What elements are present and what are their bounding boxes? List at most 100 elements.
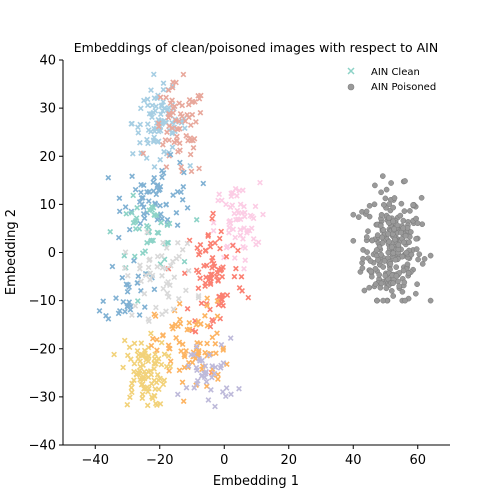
clean-point bbox=[198, 300, 205, 307]
poisoned-point bbox=[410, 202, 416, 208]
poisoned-point bbox=[400, 225, 407, 232]
clean-point bbox=[157, 94, 164, 101]
clean-point bbox=[209, 334, 216, 341]
clean-point bbox=[188, 168, 195, 175]
clean-point bbox=[219, 292, 226, 299]
clean-point bbox=[173, 255, 180, 262]
poisoned-point bbox=[374, 232, 381, 238]
clean-point bbox=[172, 117, 179, 124]
clean-point bbox=[124, 288, 131, 295]
clean-point bbox=[130, 220, 137, 226]
clean-point bbox=[204, 340, 210, 347]
clean-point bbox=[162, 137, 169, 143]
poisoned-point bbox=[390, 218, 396, 225]
poisoned-point bbox=[427, 252, 434, 259]
clean-point bbox=[195, 294, 202, 301]
legend-marker-clean bbox=[347, 67, 355, 75]
clean-point bbox=[208, 374, 215, 381]
clean-point bbox=[135, 369, 141, 376]
clean-point bbox=[180, 398, 187, 405]
poisoned-point bbox=[361, 287, 368, 294]
clean-point bbox=[223, 244, 230, 251]
clean-point bbox=[203, 274, 209, 281]
clean-point bbox=[136, 312, 143, 318]
clean-point bbox=[181, 364, 188, 371]
clean-point bbox=[131, 257, 137, 264]
clean-point bbox=[174, 391, 181, 398]
clean-point bbox=[166, 368, 172, 374]
clean-point bbox=[131, 253, 138, 260]
clean-point bbox=[169, 144, 176, 151]
clean-point bbox=[202, 349, 208, 356]
clean-point bbox=[215, 301, 222, 308]
clean-point bbox=[193, 267, 200, 274]
clean-point bbox=[197, 275, 203, 282]
poisoned-point bbox=[383, 285, 390, 292]
poisoned-point bbox=[402, 178, 408, 184]
clean-point bbox=[173, 335, 179, 341]
clean-point bbox=[239, 210, 245, 216]
clean-point bbox=[186, 319, 193, 326]
clean-point bbox=[132, 303, 139, 309]
clean-point bbox=[227, 220, 234, 227]
clean-point bbox=[183, 287, 189, 294]
poisoned-point bbox=[372, 182, 378, 189]
y-tick-label: −10 bbox=[29, 294, 56, 309]
clean-point bbox=[245, 294, 252, 301]
clean-point bbox=[138, 278, 144, 285]
clean-point bbox=[215, 277, 221, 283]
poisoned-point bbox=[416, 251, 423, 258]
poisoned-point bbox=[386, 238, 392, 245]
clean-point bbox=[116, 208, 123, 215]
clean-point bbox=[184, 326, 191, 333]
poisoned-point bbox=[408, 251, 415, 258]
poisoned-point bbox=[363, 208, 370, 215]
clean-point bbox=[252, 203, 259, 210]
clean-point bbox=[175, 323, 181, 330]
legend-item-clean: AIN Clean bbox=[347, 67, 420, 78]
poisoned-point bbox=[386, 201, 393, 207]
clean-point bbox=[141, 215, 148, 222]
poisoned-point bbox=[390, 280, 396, 287]
clean-point bbox=[187, 162, 194, 169]
clean-point bbox=[218, 300, 225, 307]
clean-point bbox=[181, 125, 188, 132]
poisoned-point bbox=[378, 189, 384, 196]
clean-point bbox=[152, 351, 159, 358]
clean-point bbox=[170, 79, 176, 86]
clean-point bbox=[214, 313, 221, 320]
clean-point bbox=[151, 95, 158, 101]
clean-point bbox=[231, 255, 238, 261]
x-axis-ticks: −40 −20 0 20 40 60 bbox=[82, 445, 426, 468]
clean-point bbox=[120, 299, 127, 305]
clean-point bbox=[141, 290, 148, 297]
clean-point bbox=[193, 119, 199, 125]
clean-point bbox=[167, 358, 174, 365]
clean-point bbox=[211, 370, 218, 377]
clean-point bbox=[167, 282, 173, 289]
clean-point bbox=[157, 156, 164, 163]
clean-point bbox=[213, 350, 219, 357]
poisoned-point bbox=[391, 236, 398, 243]
y-axis-ticks: −40 −30 −20 −10 0 10 20 30 40 bbox=[29, 54, 63, 454]
clean-point bbox=[135, 273, 142, 280]
poisoned-point bbox=[400, 217, 407, 224]
clean-point bbox=[154, 336, 160, 343]
clean-point bbox=[129, 312, 135, 318]
poisoned-point bbox=[414, 220, 421, 227]
poisoned-point bbox=[382, 195, 389, 202]
clean-point bbox=[219, 389, 226, 395]
clean-point bbox=[179, 113, 185, 120]
poisoned-point bbox=[369, 237, 376, 244]
clean-point bbox=[176, 339, 183, 346]
clean-point bbox=[209, 271, 215, 278]
clean-point bbox=[185, 267, 192, 274]
clean-point bbox=[194, 377, 201, 384]
clean-point bbox=[143, 272, 149, 279]
clean-point bbox=[165, 279, 171, 285]
clean-point bbox=[216, 293, 222, 300]
clean-point bbox=[212, 340, 219, 347]
y-tick-label: −30 bbox=[29, 390, 56, 405]
clean-point bbox=[144, 96, 151, 103]
